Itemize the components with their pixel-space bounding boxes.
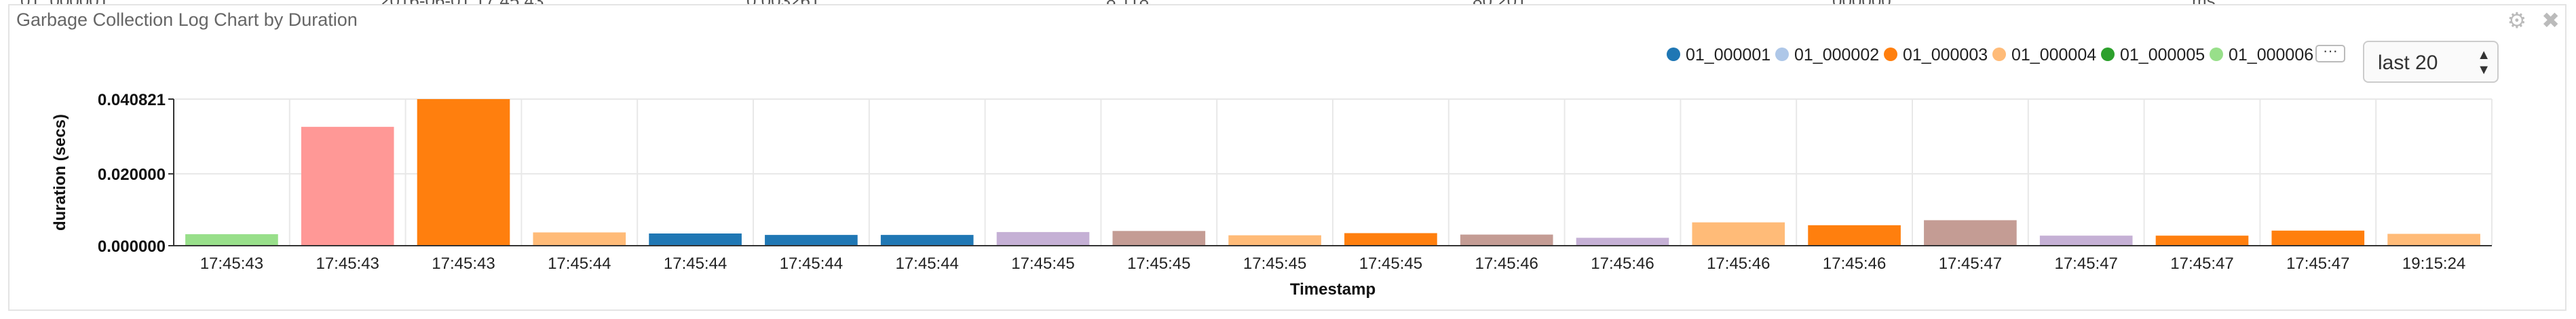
bar [2271, 230, 2365, 246]
bar [1924, 220, 2017, 246]
legend-label: 01_000004 [2011, 45, 2096, 64]
bar [765, 235, 858, 246]
x-tick-label: 17:45:43 [432, 255, 495, 273]
bar [1460, 234, 1553, 246]
cutoff-text: 80.201 [1473, 0, 1527, 5]
legend-swatch [1992, 48, 2006, 61]
x-tick-label: 17:45:44 [664, 255, 727, 273]
range-select-value: last 20 [2378, 52, 2438, 74]
panel-title: Garbage Collection Log Chart by Duration [16, 10, 358, 30]
grid-layer [173, 98, 2493, 246]
x-tick-label: 17:45:43 [316, 255, 379, 273]
gc-chart-panel: Garbage Collection Log Chart by Duration… [8, 4, 2566, 311]
x-axis-title: Timestamp [1290, 280, 1376, 299]
x-tick-label: 17:45:46 [1475, 255, 1538, 273]
x-tick-label: 19:15:24 [2402, 255, 2465, 273]
bar [2039, 236, 2133, 246]
x-tick-label: 17:45:46 [1823, 255, 1886, 273]
cutoff-text: 01_000001 [20, 0, 109, 5]
x-tick-label: 17:45:47 [1939, 255, 2002, 273]
y-tick-label: 0.000000 [98, 238, 166, 256]
bars-layer [185, 99, 2480, 246]
x-tick-label: 17:45:45 [1011, 255, 1074, 273]
y-tick-label: 0.020000 [98, 166, 166, 184]
cutoff-text: 000000 [1832, 0, 1891, 5]
bar [2155, 236, 2249, 246]
close-icon[interactable]: ✖ [2541, 8, 2560, 33]
bar [1228, 235, 1321, 246]
legend-label: 01_000003 [1903, 45, 1988, 64]
bar [649, 233, 742, 246]
legend-label: 01_000006 [2229, 45, 2313, 64]
x-tick-label: 17:45:45 [1359, 255, 1422, 273]
y-tick-label: 0.040821 [98, 91, 166, 109]
axis-layer: 17:45:43 17:45:43 17:45:43 17:45:44 17:45:44… [51, 91, 2492, 299]
legend-label: 01_000005 [2120, 45, 2205, 64]
range-select[interactable]: last 20 ▲ ▼ [2363, 41, 2499, 83]
bar [417, 99, 510, 246]
previous-table-cutoff-row: 01_000001 2016-06-01 17:45:43 0.003261 8… [0, 0, 2576, 5]
x-tick-label: 17:45:44 [548, 255, 611, 273]
x-tick-label: 17:45:45 [1243, 255, 1306, 273]
y-axis-title: duration (secs) [51, 114, 69, 231]
x-tick-label: 17:45:46 [1591, 255, 1654, 273]
bar [1576, 238, 1669, 246]
bar [533, 232, 626, 246]
gear-icon[interactable]: ⚙ [2507, 8, 2527, 33]
x-tick-label: 17:45:44 [895, 255, 958, 273]
bar [880, 235, 974, 246]
x-tick-label: 17:45:44 [780, 255, 843, 273]
bar [996, 231, 1090, 246]
x-tick-label: 17:45:47 [2054, 255, 2117, 273]
cutoff-text: ms [2192, 0, 2216, 5]
legend-swatch [1667, 48, 1680, 61]
x-tick-label: 17:45:47 [2170, 255, 2233, 273]
bar [1808, 225, 1901, 246]
cutoff-text: 2016-06-01 17:45:43 [380, 0, 544, 5]
legend-swatch [1884, 48, 1897, 61]
legend-layer: 01_000001 01_000002 01_000003 01_000004 01_0… [1667, 45, 2313, 64]
cutoff-text: 8.118 [1106, 0, 1149, 5]
legend-swatch [2101, 48, 2115, 61]
legend-swatch [1775, 48, 1789, 61]
bar [301, 126, 394, 246]
cutoff-text: 0.003261 [746, 0, 820, 5]
legend-more-button[interactable]: ··· [2315, 43, 2345, 62]
panel-icons: ⚙ ✖ [2507, 10, 2560, 31]
bar [185, 234, 278, 246]
x-tick-label: 17:45:43 [200, 255, 263, 273]
bar [1112, 231, 1206, 246]
bar [1692, 222, 1785, 246]
x-tick-label: 17:45:46 [1707, 255, 1770, 273]
x-tick-label: 17:45:47 [2286, 255, 2349, 273]
bar [1344, 233, 1437, 246]
bar [2387, 233, 2480, 246]
legend-label: 01_000002 [1794, 45, 1879, 64]
select-arrows-icon: ▲ ▼ [2477, 48, 2490, 77]
legend-swatch [2210, 48, 2223, 61]
legend-label: 01_000001 [1686, 45, 1770, 64]
x-tick-label: 17:45:45 [1127, 255, 1190, 273]
